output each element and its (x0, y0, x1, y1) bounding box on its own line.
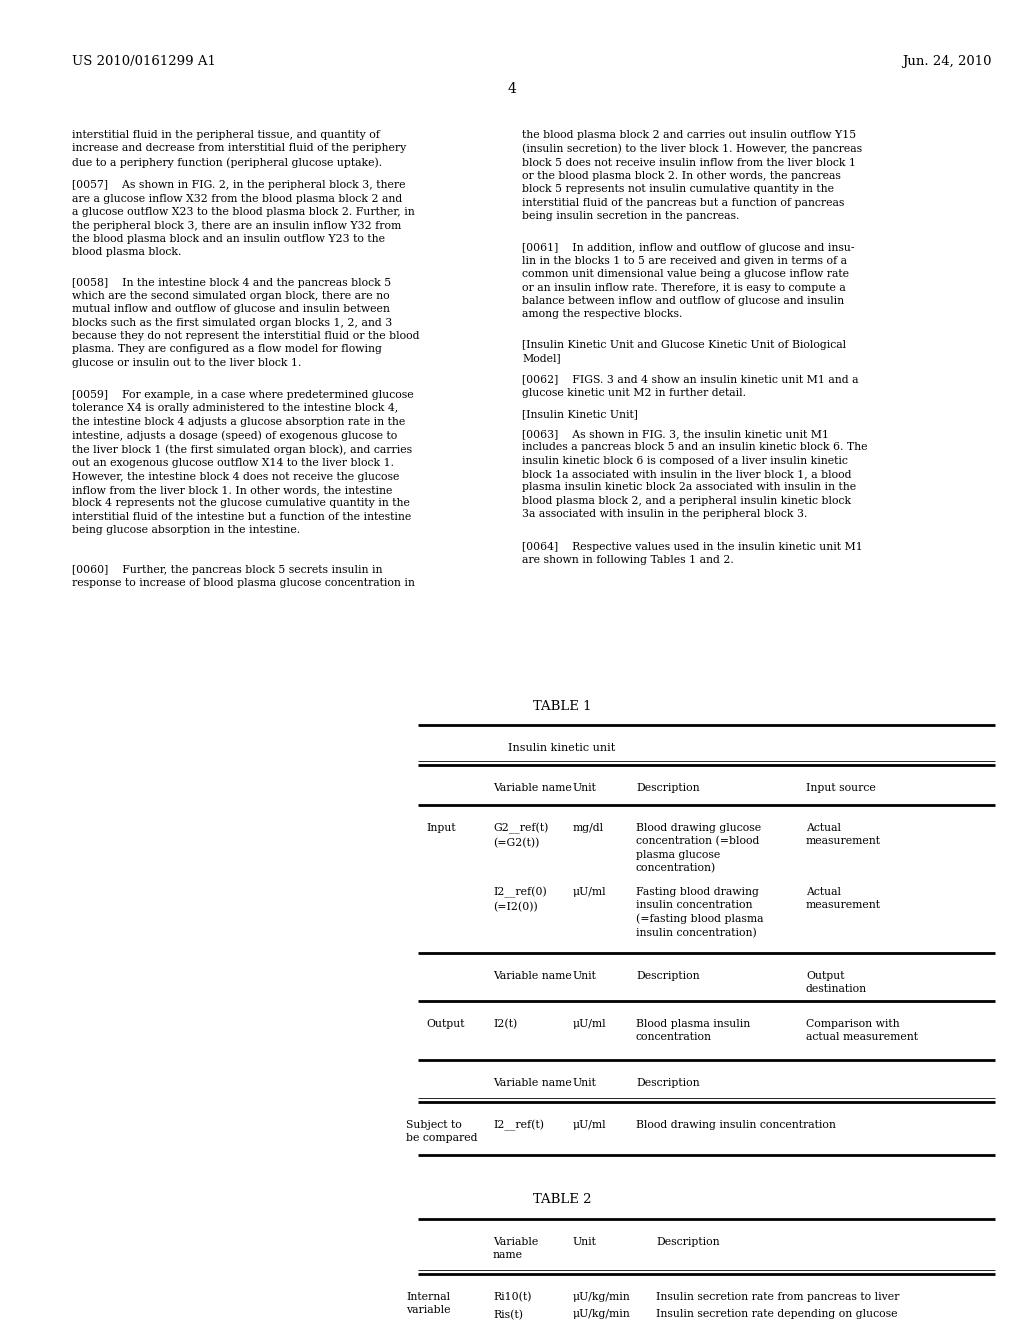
Text: Output
destination: Output destination (806, 972, 867, 994)
Text: μU/kg/min: μU/kg/min (573, 1292, 631, 1302)
Text: Ris(t): Ris(t) (493, 1309, 523, 1320)
Text: Unit: Unit (573, 972, 597, 981)
Text: Blood plasma insulin
concentration: Blood plasma insulin concentration (636, 1019, 751, 1043)
Text: US 2010/0161299 A1: US 2010/0161299 A1 (72, 55, 216, 69)
Text: Description: Description (656, 1237, 720, 1247)
Text: Actual
measurement: Actual measurement (806, 887, 881, 911)
Text: TABLE 2: TABLE 2 (532, 1193, 591, 1206)
Text: Subject to
be compared: Subject to be compared (406, 1119, 477, 1143)
Text: Insulin kinetic unit: Insulin kinetic unit (508, 743, 615, 752)
Text: Variable
name: Variable name (493, 1237, 539, 1261)
Text: Variable name: Variable name (493, 972, 571, 981)
Text: Description: Description (636, 972, 699, 981)
Text: Insulin secretion rate depending on glucose
concentration: Insulin secretion rate depending on gluc… (656, 1309, 897, 1320)
Text: Fasting blood drawing
insulin concentration
(=fasting blood plasma
insulin conce: Fasting blood drawing insulin concentrat… (636, 887, 764, 937)
Text: Unit: Unit (573, 1237, 597, 1247)
Text: [0057]    As shown in FIG. 2, in the peripheral block 3, there
are a glucose inf: [0057] As shown in FIG. 2, in the periph… (72, 181, 415, 257)
Text: Ri10(t): Ri10(t) (493, 1292, 531, 1303)
Text: Unit: Unit (573, 783, 597, 793)
Text: Actual
measurement: Actual measurement (806, 822, 881, 846)
Text: Input source: Input source (806, 783, 876, 793)
Text: Description: Description (636, 783, 699, 793)
Text: Description: Description (636, 1078, 699, 1088)
Text: the blood plasma block 2 and carries out insulin outflow Y15
(insulin secretion): the blood plasma block 2 and carries out… (522, 129, 862, 220)
Text: Input: Input (426, 822, 456, 833)
Text: Unit: Unit (573, 1078, 597, 1088)
Text: Comparison with
actual measurement: Comparison with actual measurement (806, 1019, 918, 1043)
Text: mg/dl: mg/dl (573, 822, 604, 833)
Text: Variable name: Variable name (493, 783, 571, 793)
Text: [0058]    In the intestine block 4 and the pancreas block 5
which are the second: [0058] In the intestine block 4 and the … (72, 277, 420, 368)
Text: Insulin secretion rate from pancreas to liver: Insulin secretion rate from pancreas to … (656, 1292, 899, 1302)
Text: Output: Output (426, 1019, 465, 1030)
Text: Variable name: Variable name (493, 1078, 571, 1088)
Text: [Insulin Kinetic Unit]: [Insulin Kinetic Unit] (522, 409, 638, 420)
Text: [0059]    For example, in a case where predetermined glucose
tolerance X4 is ora: [0059] For example, in a case where pred… (72, 389, 414, 535)
Text: [0064]    Respective values used in the insulin kinetic unit M1
are shown in fol: [0064] Respective values used in the ins… (522, 541, 863, 565)
Text: I2(t): I2(t) (493, 1019, 517, 1030)
Text: [0062]    FIGS. 3 and 4 show an insulin kinetic unit M1 and a
glucose kinetic un: [0062] FIGS. 3 and 4 show an insulin kin… (522, 375, 858, 397)
Text: Jun. 24, 2010: Jun. 24, 2010 (902, 55, 992, 69)
Text: μU/ml: μU/ml (573, 887, 606, 898)
Text: I2__ref(t): I2__ref(t) (493, 1119, 544, 1131)
Text: [Insulin Kinetic Unit and Glucose Kinetic Unit of Biological
Model]: [Insulin Kinetic Unit and Glucose Kineti… (522, 339, 846, 363)
Text: I2__ref(0)
(=I2(0)): I2__ref(0) (=I2(0)) (493, 887, 547, 912)
Text: Blood drawing glucose
concentration (=blood
plasma glucose
concentration): Blood drawing glucose concentration (=bl… (636, 822, 761, 874)
Text: interstitial fluid in the peripheral tissue, and quantity of
increase and decrea: interstitial fluid in the peripheral tis… (72, 129, 407, 168)
Text: Internal
variable: Internal variable (406, 1292, 451, 1315)
Text: μU/ml: μU/ml (573, 1019, 606, 1030)
Text: G2__ref(t)
(=G2(t)): G2__ref(t) (=G2(t)) (493, 822, 549, 847)
Text: μU/ml: μU/ml (573, 1119, 606, 1130)
Text: 4: 4 (508, 82, 516, 96)
Text: Blood drawing insulin concentration: Blood drawing insulin concentration (636, 1119, 836, 1130)
Text: [0061]    In addition, inflow and outflow of glucose and insu-
lin in the blocks: [0061] In addition, inflow and outflow o… (522, 243, 854, 319)
Text: [0063]    As shown in FIG. 3, the insulin kinetic unit M1
includes a pancreas bl: [0063] As shown in FIG. 3, the insulin k… (522, 429, 867, 519)
Text: TABLE 1: TABLE 1 (532, 700, 591, 713)
Text: μU/kg/min: μU/kg/min (573, 1309, 631, 1320)
Text: [0060]    Further, the pancreas block 5 secrets insulin in
response to increase : [0060] Further, the pancreas block 5 sec… (72, 565, 415, 587)
